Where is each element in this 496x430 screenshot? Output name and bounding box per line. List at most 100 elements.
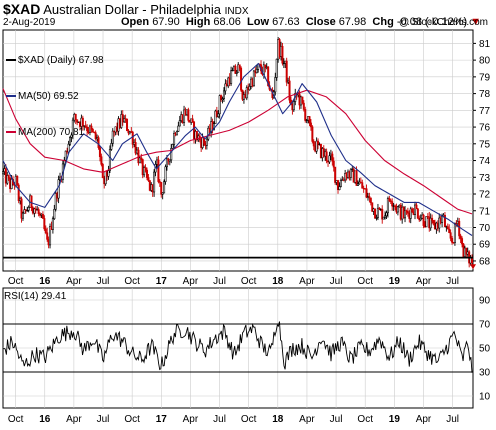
price-candle (414, 204, 417, 215)
y-tick-label: 75 (479, 139, 491, 150)
price-candle (220, 95, 223, 101)
y-tick-label: 71 (479, 206, 491, 217)
price-candle (163, 181, 166, 194)
price-candle (143, 167, 146, 176)
price-candle (51, 218, 54, 230)
price-candle (264, 64, 267, 69)
rsi-line (2, 321, 473, 373)
price-candle (304, 109, 307, 121)
price-candle (33, 208, 36, 214)
price-candle (448, 228, 451, 233)
price-candle (371, 202, 374, 212)
price-candle (81, 117, 84, 127)
legend-ma200: MA(200) 70.81 (6, 127, 104, 139)
price-candle (337, 180, 340, 191)
price-candle (178, 120, 181, 127)
price-candle (76, 119, 79, 123)
price-candle (27, 207, 30, 211)
price-candle (385, 212, 388, 217)
price-candle (69, 136, 72, 145)
price-candle (288, 80, 291, 101)
price-candle (221, 98, 224, 101)
price-candle (355, 170, 358, 186)
price-candle (1, 171, 4, 175)
price-candle (34, 208, 37, 210)
price-candle (57, 179, 60, 199)
y-tick-label: 81 (479, 39, 491, 50)
price-candle (391, 201, 394, 207)
price-candle (451, 237, 454, 243)
rsi-y-tick-label: 10 (479, 392, 491, 403)
tick-labels: Oct Oct 16 16 Apr Apr Jul Jul Oct Oct 17 17 Apr Apr Ju… (8, 39, 491, 425)
price-candle (177, 125, 180, 132)
x-tick-label: 18 (272, 414, 284, 425)
price-candle (281, 45, 284, 64)
rsi-y-tick-label: 30 (479, 368, 491, 379)
price-candle (458, 220, 461, 237)
price-candle (394, 205, 397, 207)
price-candle (396, 206, 399, 213)
price-candle (175, 131, 178, 136)
chart-title: $XAD Australian Dollar - Philadelphia IN… (3, 1, 249, 17)
price-candle (292, 101, 295, 111)
price-candle (157, 159, 160, 182)
y-tick-label: 80 (479, 56, 491, 67)
x-tick-label: Jul (330, 276, 343, 287)
price-candle (193, 121, 196, 140)
price-candle (222, 90, 225, 99)
price-candle (121, 114, 124, 123)
price-candle (311, 126, 314, 142)
price-candle (411, 208, 414, 213)
price-candle (443, 214, 446, 228)
price-candle (54, 193, 57, 210)
y-tick-label: 76 (479, 123, 491, 134)
ohlc-readout: Open 67.90 High 68.06 Low 67.63 Close 67… (121, 16, 482, 28)
price-candle (465, 247, 468, 255)
price-candle (108, 149, 111, 171)
price-candle (26, 209, 29, 212)
price-candle (71, 119, 74, 136)
x-tick-label: 19 (389, 276, 401, 287)
price-candle (255, 69, 258, 74)
price-candle (234, 65, 237, 74)
price-candle (235, 72, 238, 74)
x-tick-label: Apr (183, 414, 199, 425)
price-candle (165, 158, 168, 168)
price-candle (161, 192, 164, 195)
price-candle (70, 134, 73, 138)
x-tick-label: Oct (241, 414, 257, 425)
price-candle (153, 171, 156, 193)
ma50-line (2, 62, 473, 236)
price-candle (183, 109, 186, 124)
price-candle (459, 235, 462, 239)
price-candle (419, 217, 422, 221)
y-tick-label: 68 (479, 256, 491, 267)
price-candle (123, 118, 126, 123)
price-candle (325, 151, 328, 162)
y-tick-label: 77 (479, 106, 491, 117)
price-candle (126, 118, 129, 132)
price-candle (98, 147, 101, 157)
price-candle (404, 210, 407, 219)
price-candle (416, 208, 419, 219)
price-candle (406, 211, 409, 214)
price-candle (110, 143, 113, 150)
price-candle (134, 142, 137, 154)
price-candle (449, 232, 452, 239)
price-candle (356, 183, 359, 186)
price-candle (331, 153, 334, 162)
x-tick-label: 17 (156, 276, 168, 287)
price-candle (332, 160, 335, 168)
last-price-arrow (470, 264, 477, 270)
price-candle (339, 180, 342, 187)
price-candle (7, 175, 10, 179)
price-candle (368, 196, 371, 199)
price-candle (205, 138, 208, 146)
price-candle (138, 157, 141, 164)
x-tick-label: Oct (124, 414, 140, 425)
price-candle (425, 216, 428, 228)
x-tick-label: Oct (357, 276, 373, 287)
price-candle (274, 77, 277, 93)
price-candle (140, 157, 143, 160)
